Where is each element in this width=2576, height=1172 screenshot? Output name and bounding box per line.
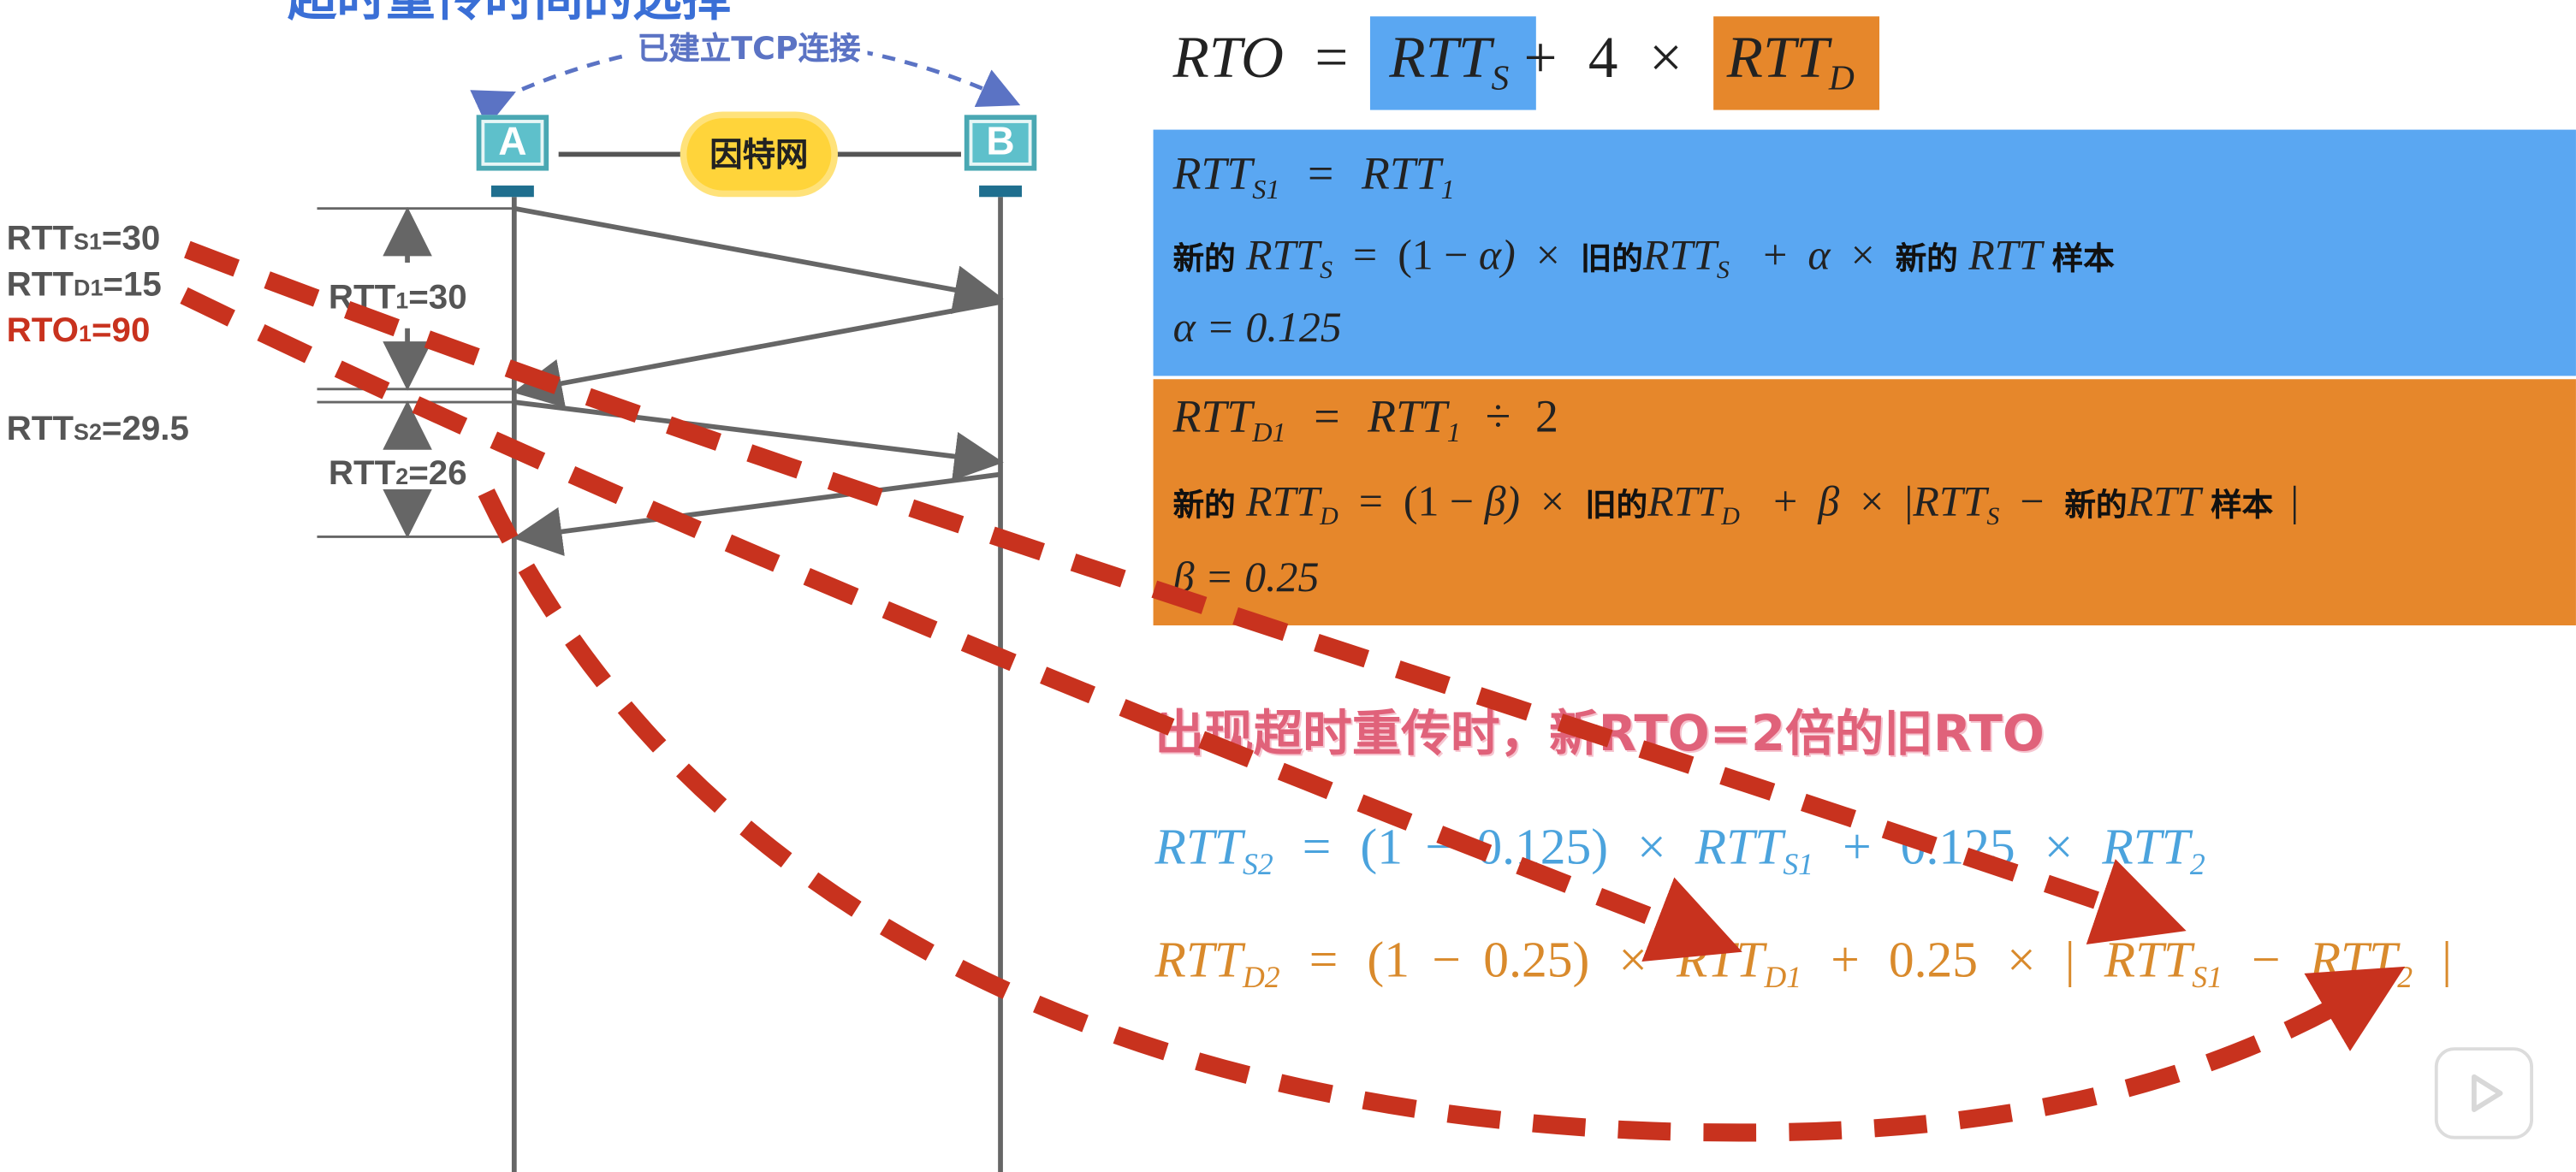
play-icon[interactable] bbox=[2434, 1047, 2534, 1139]
rtts-highlight bbox=[1369, 16, 1536, 110]
host-a-label: A bbox=[484, 122, 541, 163]
rtts1-formula: RTTS1 = RTT1 bbox=[1172, 149, 1455, 205]
computer-icon: A bbox=[476, 115, 549, 171]
segment-1 bbox=[513, 205, 1004, 315]
computer-icon: B bbox=[964, 115, 1037, 171]
label-rttd1: RTTD1=15 bbox=[6, 265, 162, 304]
slide-title-cut: 超时重传时间的选择 bbox=[288, 0, 731, 30]
connection-label: 已建立TCP连接 bbox=[631, 24, 868, 69]
rttd1-formula: RTTD1 = RTT1 ÷ 2 bbox=[1172, 392, 1558, 448]
rttd-highlight bbox=[1713, 16, 1880, 110]
rttd-panel: RTTD1 = RTT1 ÷ 2 新的 RTTD = (1 − β) × 旧的R… bbox=[1153, 379, 2576, 626]
arrow-rttd1-to-formula bbox=[180, 287, 1742, 962]
host-a-stand bbox=[490, 185, 534, 198]
rttd-update-formula: 新的 RTTD = (1 − β) × 旧的RTTD + β × |RTTS −… bbox=[1172, 477, 2300, 531]
rtts-update-formula: 新的 RTTS = (1 − α) × 旧的RTTS + α × 新的 RTT … bbox=[1172, 231, 2115, 285]
label-rtts1: RTTS1=30 bbox=[6, 220, 161, 258]
arrow-rtt2-to-formula bbox=[478, 488, 2406, 1142]
interval-rtt2: RTT2=26 bbox=[328, 454, 467, 493]
rtts-panel: RTTS1 = RTT1 新的 RTTS = (1 − α) × 旧的RTTS … bbox=[1153, 129, 2576, 376]
internet-label: 因特网 bbox=[709, 134, 809, 175]
beta-value: β = 0.25 bbox=[1172, 553, 1320, 601]
formula-rto: RTO = RTTS + 4 × RTTD bbox=[1172, 24, 1855, 98]
arrow-rtts1-to-formula bbox=[184, 240, 2187, 945]
label-rtts2: RTTS2=29.5 bbox=[6, 410, 189, 448]
label-rto1: RTO1=90 bbox=[6, 311, 151, 350]
host-b-stand bbox=[979, 185, 1022, 198]
cloud-icon: 因特网 bbox=[686, 118, 832, 191]
segment-2 bbox=[513, 400, 1004, 482]
host-b-label: B bbox=[972, 122, 1029, 163]
interval-rtt1: RTT1=30 bbox=[328, 279, 467, 317]
ack-1 bbox=[513, 299, 1001, 408]
alpha-value: α = 0.125 bbox=[1172, 303, 1342, 352]
ack-2 bbox=[513, 471, 1001, 557]
